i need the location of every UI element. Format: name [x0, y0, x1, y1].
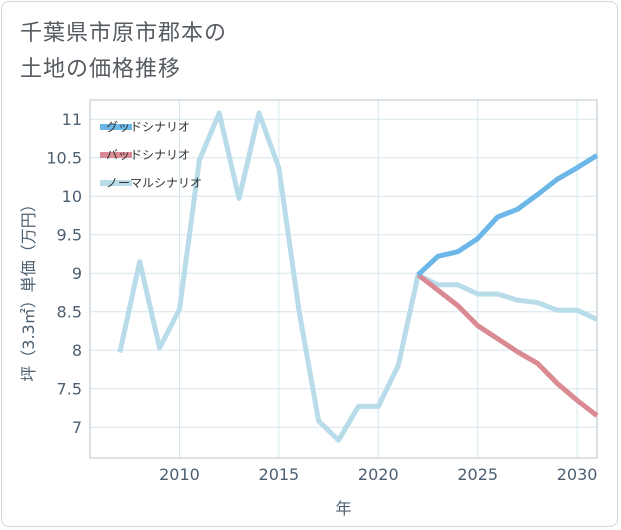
series-line-2	[416, 272, 599, 418]
y-tick-label: 11	[62, 110, 82, 129]
x-tick-label: 2010	[159, 465, 200, 484]
y-axis-ticks: 7 7.5 8 8.5 9 9.5 10 10.5 11	[46, 110, 82, 437]
y-tick-label: 9.5	[57, 226, 82, 245]
series-line-3	[117, 110, 599, 443]
x-tick-label: 2015	[259, 465, 300, 484]
chart-title: 千葉県市原市郡本の 土地の価格推移	[20, 16, 227, 88]
legend-label: グッドシナリオ	[106, 120, 190, 134]
x-tick-label: 2030	[557, 465, 598, 484]
x-tick-label: 2020	[358, 465, 399, 484]
x-axis-ticks: 2010 2015 2020 2025 2030	[159, 465, 597, 484]
y-tick-label: 9	[72, 264, 82, 283]
title-line-1: 千葉県市原市郡本の	[20, 21, 228, 46]
x-tick-label: 2025	[457, 465, 498, 484]
legend-label: バッドシナリオ	[106, 148, 190, 162]
x-axis-label: 年	[335, 499, 351, 518]
legend-label: ノーマルシナリオ	[106, 176, 202, 190]
grid	[90, 100, 597, 458]
y-tick-label: 10	[62, 187, 82, 206]
y-tick-label: 8	[72, 341, 82, 360]
series-line-1	[416, 153, 599, 277]
plot-area	[89, 99, 598, 459]
title-line-2: 土地の価格推移	[20, 57, 182, 82]
y-tick-label: 7.5	[57, 380, 82, 399]
series-group	[117, 110, 599, 443]
y-axis-label: 坪（3.3㎡）単価（万円）	[19, 196, 38, 381]
y-tick-label: 7	[72, 418, 82, 437]
y-tick-label: 10.5	[46, 149, 82, 168]
y-tick-label: 8.5	[57, 303, 82, 322]
